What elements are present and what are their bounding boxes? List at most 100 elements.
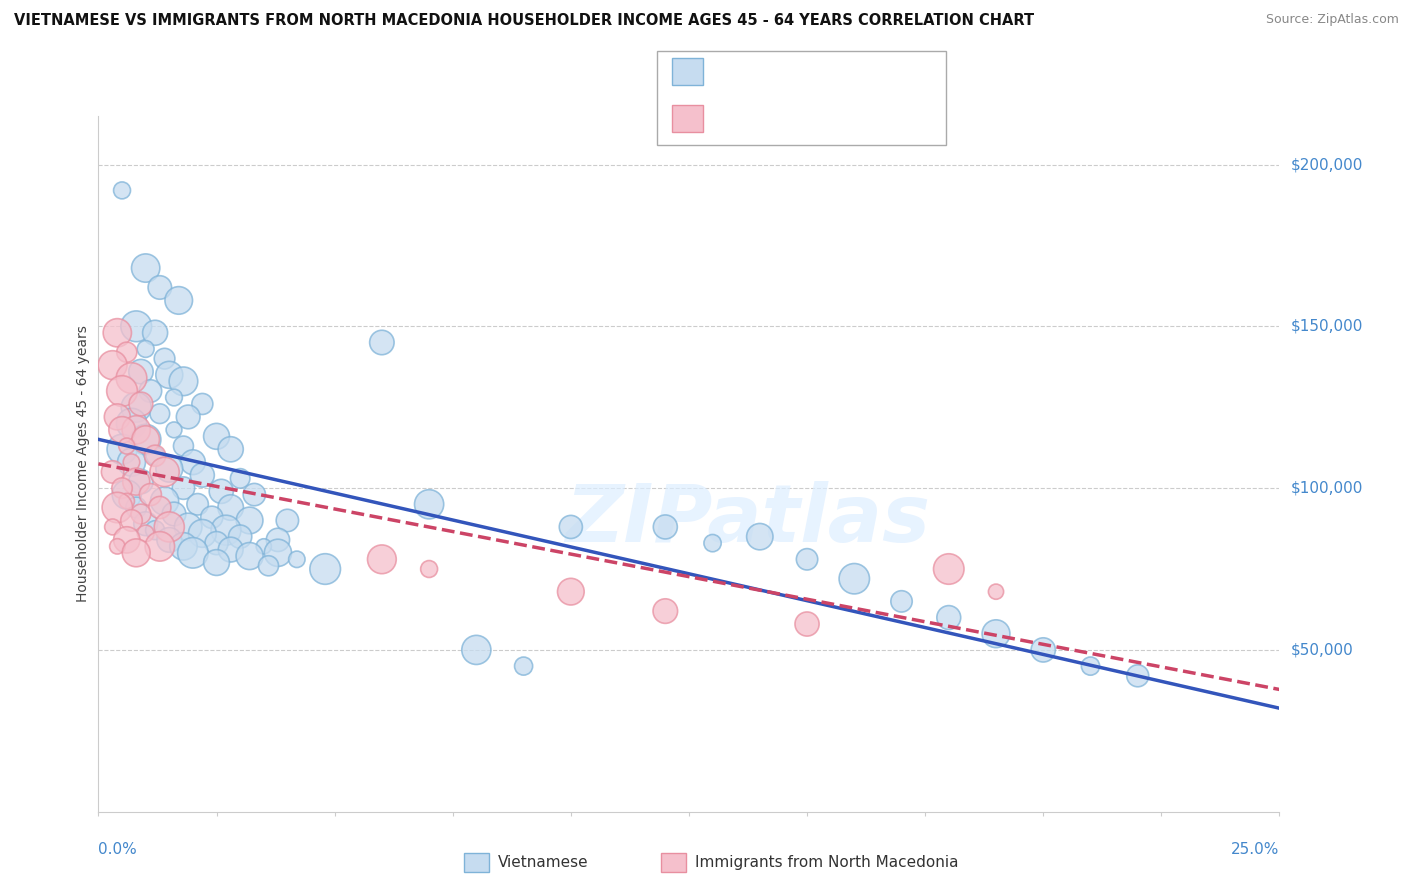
Point bbox=[172, 374, 194, 388]
Point bbox=[702, 536, 724, 550]
Point bbox=[1080, 659, 1102, 673]
Point bbox=[191, 526, 214, 541]
Point bbox=[163, 391, 186, 405]
Point bbox=[1126, 669, 1149, 683]
Point bbox=[177, 520, 200, 534]
Point bbox=[285, 552, 308, 566]
Point bbox=[219, 500, 242, 515]
Point bbox=[143, 449, 166, 463]
Point bbox=[796, 617, 818, 632]
Point bbox=[229, 530, 252, 544]
Point bbox=[149, 407, 172, 421]
Point bbox=[984, 626, 1007, 640]
Point bbox=[139, 487, 162, 501]
Point bbox=[748, 530, 770, 544]
Point bbox=[149, 280, 172, 294]
Point bbox=[267, 533, 290, 547]
Point bbox=[371, 552, 394, 566]
Point bbox=[125, 475, 148, 489]
Point bbox=[418, 497, 440, 511]
Point bbox=[105, 540, 128, 554]
Point bbox=[215, 523, 238, 537]
Point bbox=[938, 562, 960, 576]
Text: $50,000: $50,000 bbox=[1291, 642, 1354, 657]
Point bbox=[153, 465, 176, 479]
Point bbox=[1032, 643, 1054, 657]
Point bbox=[135, 526, 157, 541]
Point bbox=[135, 433, 157, 447]
Point bbox=[115, 487, 138, 501]
Point bbox=[157, 520, 180, 534]
Text: Immigrants from North Macedonia: Immigrants from North Macedonia bbox=[695, 855, 957, 870]
Point bbox=[115, 533, 138, 547]
Point bbox=[172, 481, 194, 495]
Point bbox=[654, 520, 676, 534]
Point bbox=[205, 556, 228, 570]
Point bbox=[129, 507, 152, 521]
Point bbox=[121, 417, 143, 431]
Point bbox=[157, 368, 180, 382]
Point bbox=[101, 465, 124, 479]
Point bbox=[125, 546, 148, 560]
Text: R = -0.420   N = 76: R = -0.420 N = 76 bbox=[714, 62, 891, 80]
Text: R = -0.327   N = 37: R = -0.327 N = 37 bbox=[714, 110, 891, 128]
Point bbox=[111, 384, 134, 398]
Text: $150,000: $150,000 bbox=[1291, 318, 1362, 334]
Point bbox=[205, 536, 228, 550]
Point bbox=[219, 442, 242, 457]
Text: 25.0%: 25.0% bbox=[1232, 842, 1279, 857]
Point bbox=[105, 326, 128, 340]
Point bbox=[191, 397, 214, 411]
Point bbox=[267, 546, 290, 560]
Y-axis label: Householder Income Ages 45 - 64 years: Householder Income Ages 45 - 64 years bbox=[76, 326, 90, 602]
Point bbox=[172, 540, 194, 554]
Point bbox=[239, 549, 262, 563]
Point bbox=[181, 546, 204, 560]
Point bbox=[257, 558, 280, 573]
Text: Vietnamese: Vietnamese bbox=[498, 855, 588, 870]
Point bbox=[201, 510, 224, 524]
Point bbox=[163, 423, 186, 437]
Point bbox=[135, 342, 157, 356]
Point bbox=[157, 461, 180, 475]
Point bbox=[796, 552, 818, 566]
Point bbox=[314, 562, 336, 576]
Point bbox=[205, 429, 228, 443]
Point bbox=[129, 397, 152, 411]
Point bbox=[101, 520, 124, 534]
Point bbox=[115, 439, 138, 453]
Text: 0.0%: 0.0% bbox=[98, 842, 138, 857]
Point bbox=[239, 513, 262, 527]
Point bbox=[163, 507, 186, 521]
Point bbox=[177, 409, 200, 424]
Text: $200,000: $200,000 bbox=[1291, 157, 1362, 172]
Point bbox=[153, 351, 176, 366]
Point bbox=[844, 572, 866, 586]
Point bbox=[654, 604, 676, 618]
Point bbox=[465, 643, 488, 657]
Point bbox=[149, 500, 172, 515]
Point bbox=[135, 433, 157, 447]
Point bbox=[111, 183, 134, 197]
Point bbox=[938, 610, 960, 624]
Point bbox=[121, 455, 143, 469]
Text: ZIPatlas: ZIPatlas bbox=[565, 481, 931, 558]
Point bbox=[143, 449, 166, 463]
Text: $100,000: $100,000 bbox=[1291, 481, 1362, 496]
Point bbox=[229, 471, 252, 485]
Point bbox=[187, 497, 209, 511]
Point bbox=[125, 423, 148, 437]
Point bbox=[219, 542, 242, 557]
Point bbox=[153, 494, 176, 508]
Point bbox=[209, 484, 232, 499]
Point bbox=[181, 455, 204, 469]
Point bbox=[135, 261, 157, 276]
Point bbox=[115, 345, 138, 359]
Point bbox=[121, 455, 143, 469]
Point bbox=[253, 540, 276, 554]
Point bbox=[111, 481, 134, 495]
Point bbox=[125, 500, 148, 515]
Point bbox=[121, 371, 143, 385]
Text: Source: ZipAtlas.com: Source: ZipAtlas.com bbox=[1265, 13, 1399, 27]
Point bbox=[167, 293, 190, 308]
